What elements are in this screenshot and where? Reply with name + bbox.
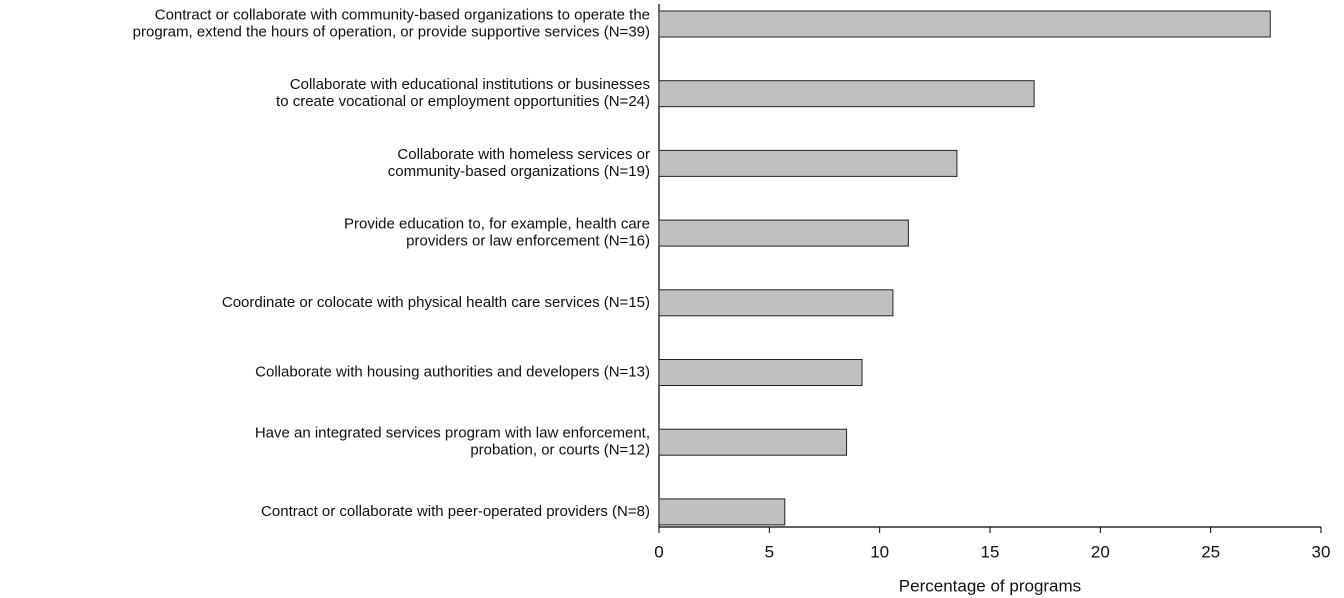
x-tick-label: 5 (765, 542, 774, 561)
y-tick-label: probation, or courts (N=12) (470, 442, 650, 459)
y-tick-label: Have an integrated services program with… (255, 425, 650, 442)
bar (658, 428, 848, 456)
x-tick-label: 15 (981, 542, 1000, 561)
bar (658, 10, 1271, 38)
bar (658, 219, 909, 247)
y-tick-label: Contract or collaborate with peer-operat… (261, 503, 650, 520)
bar (658, 498, 786, 526)
bar (658, 359, 863, 386)
bar (658, 80, 1035, 108)
y-tick-label: Collaborate with housing authorities and… (255, 363, 650, 380)
y-tick-label: Coordinate or colocate with physical hea… (222, 294, 650, 311)
y-tick-label: Provide education to, for example, healt… (344, 216, 650, 233)
y-tick-label: Collaborate with educational institution… (290, 76, 650, 93)
y-tick-label: Contract or collaborate with community-b… (155, 6, 650, 23)
x-tick-label: 10 (870, 542, 889, 561)
x-tick-label: 25 (1201, 542, 1220, 561)
x-tick-label: 30 (1312, 542, 1331, 561)
y-tick-label: community-based organizations (N=19) (388, 163, 650, 180)
x-axis-label: Percentage of programs (899, 576, 1081, 595)
x-tick-label: 0 (654, 542, 663, 561)
y-tick-label: providers or law enforcement (N=16) (406, 233, 650, 250)
y-tick-label: program, extend the hours of operation, … (133, 23, 650, 40)
y-tick-label: Collaborate with homeless services or (397, 146, 650, 163)
bar (658, 149, 958, 177)
bar (658, 289, 894, 317)
y-tick-label: to create vocational or employment oppor… (276, 93, 650, 110)
x-tick-label: 20 (1091, 542, 1110, 561)
